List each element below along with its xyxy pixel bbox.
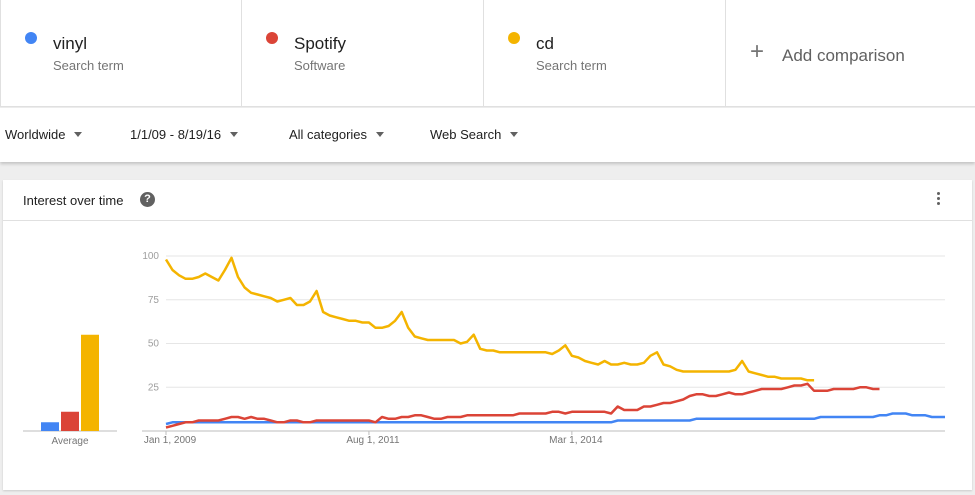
series-color-dot xyxy=(266,32,278,44)
term-name: Spotify xyxy=(294,34,346,53)
filter-bar: Worldwide 1/1/09 - 8/19/16 All categorie… xyxy=(0,108,975,162)
search-type-value: Web Search xyxy=(430,127,502,142)
series-color-dot xyxy=(25,32,37,44)
date-range-dropdown[interactable]: 1/1/09 - 8/19/16 xyxy=(130,127,239,142)
term-card-spotify[interactable]: Spotify Software xyxy=(242,0,484,107)
term-card-cd[interactable]: cd Search term xyxy=(484,0,726,107)
y-tick-label: 100 xyxy=(142,251,159,262)
category-value: All categories xyxy=(289,127,368,142)
average-bar-spotify xyxy=(61,411,79,431)
series-line-cd xyxy=(164,256,815,382)
card-header: Interest over time ? xyxy=(3,180,972,221)
search-type-dropdown[interactable]: Web Search xyxy=(430,127,519,142)
add-comparison-label: Add comparison xyxy=(782,46,905,65)
interest-chart: Average 25 50 75 100 Jan 1, 2009 Aug 1, 2011… xyxy=(23,251,945,447)
card-title: Interest over time xyxy=(23,193,124,208)
term-type: Software xyxy=(294,58,346,73)
region-dropdown[interactable]: Worldwide xyxy=(5,127,83,142)
x-tick-label: Jan 1, 2009 xyxy=(144,435,197,446)
average-bar-cd xyxy=(81,334,99,431)
category-dropdown[interactable]: All categories xyxy=(289,127,385,142)
y-tick-label: 25 xyxy=(148,382,160,393)
help-icon[interactable]: ? xyxy=(140,192,155,207)
series-line-spotify xyxy=(165,382,880,429)
chart-axes: Jan 1, 2009 Aug 1, 2011 Mar 1, 2014 xyxy=(142,430,945,446)
region-value: Worldwide xyxy=(5,127,66,142)
average-bars: Average xyxy=(23,334,117,447)
average-bar-vinyl xyxy=(41,422,59,431)
x-tick-label: Mar 1, 2014 xyxy=(549,435,603,446)
term-name: cd xyxy=(536,34,554,53)
plus-icon: + xyxy=(750,38,765,65)
y-tick-label: 75 xyxy=(148,295,160,306)
x-tick-label: Aug 1, 2011 xyxy=(346,435,400,446)
term-name: vinyl xyxy=(53,34,88,53)
more-vert-icon[interactable] xyxy=(937,192,941,208)
caret-down-icon xyxy=(510,132,519,138)
term-type: Search term xyxy=(53,58,124,73)
caret-down-icon xyxy=(376,132,385,138)
y-tick-label: 50 xyxy=(148,339,160,350)
series-color-dot xyxy=(508,32,520,44)
add-comparison-button[interactable]: + Add comparison xyxy=(726,0,975,106)
date-range-value: 1/1/09 - 8/19/16 xyxy=(130,127,222,142)
average-label: Average xyxy=(51,436,89,447)
chart-grid: 25 50 75 100 xyxy=(142,251,945,393)
term-type: Search term xyxy=(536,58,607,73)
interest-over-time-card: Interest over time ? Average 25 50 75 100 J… xyxy=(3,180,972,490)
caret-down-icon xyxy=(74,132,83,138)
term-card-vinyl[interactable]: vinyl Search term xyxy=(0,0,242,107)
comparison-bar: vinyl Search term Spotify Software cd Se… xyxy=(0,0,975,107)
chart-series xyxy=(164,256,945,429)
caret-down-icon xyxy=(230,132,239,138)
series-line-vinyl xyxy=(165,412,945,426)
